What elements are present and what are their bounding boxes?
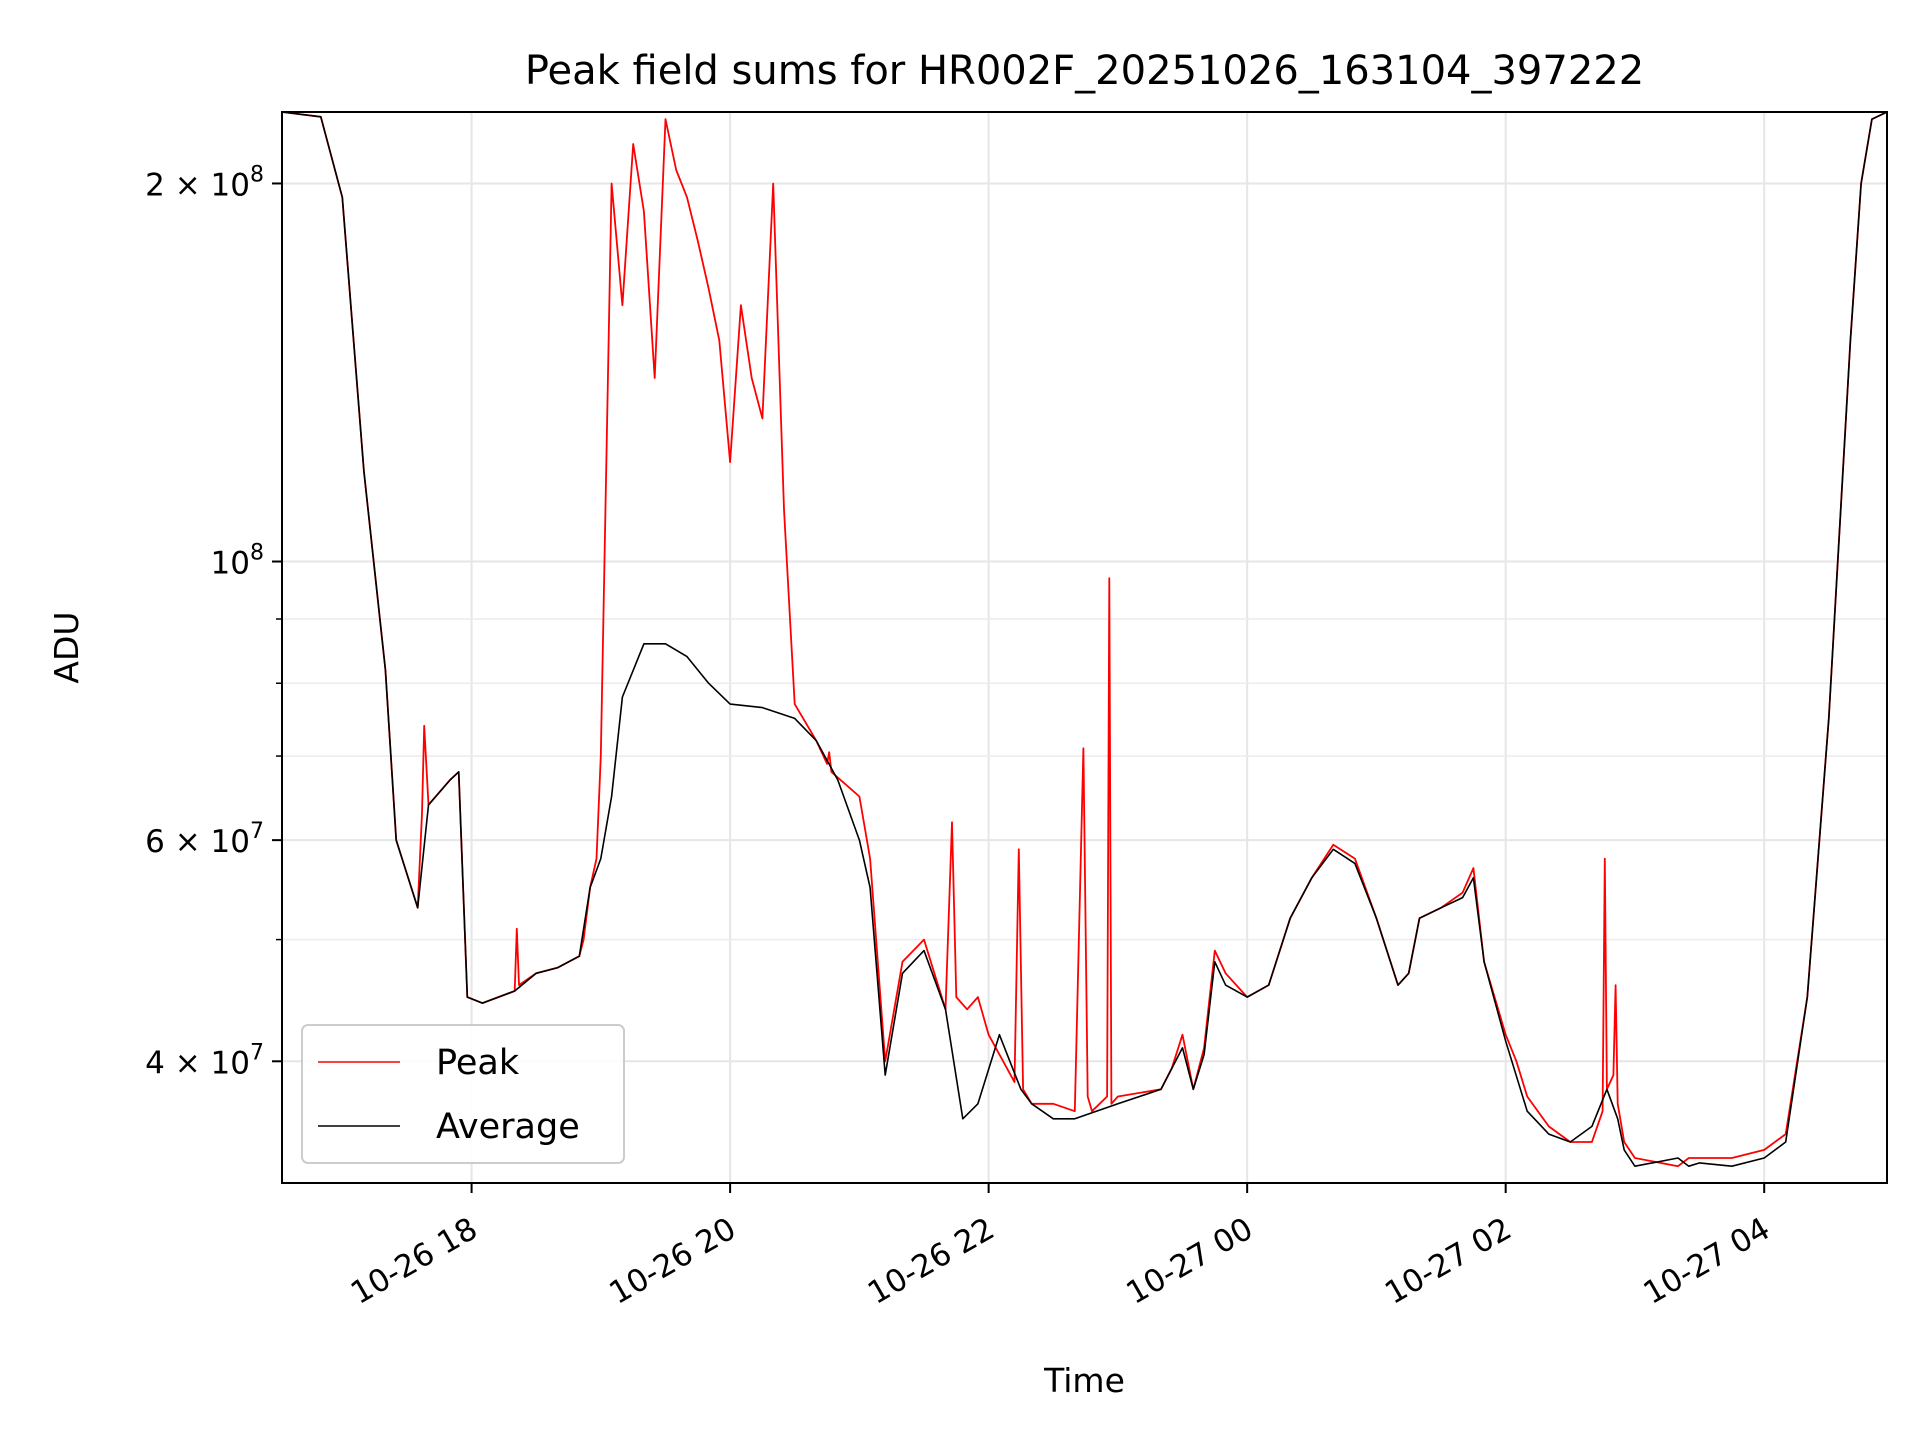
y-tick-label: 4 × 107 bbox=[145, 1040, 264, 1081]
legend-box bbox=[301, 1024, 625, 1164]
legend: Peak Average bbox=[301, 1024, 625, 1164]
series-layer bbox=[281, 111, 1888, 1168]
y-axis-label: ADU bbox=[47, 611, 86, 683]
x-axis-label: Time bbox=[1043, 1361, 1125, 1400]
chart-title: Peak field sums for HR002F_20251026_1631… bbox=[525, 48, 1644, 94]
legend-label-average: Average bbox=[436, 1107, 580, 1147]
plot-frame bbox=[281, 111, 1888, 1184]
series-line-average bbox=[281, 111, 1888, 1167]
grid bbox=[282, 112, 1887, 1183]
legend-label-peak: Peak bbox=[436, 1043, 520, 1083]
y-tick-label: 6 × 107 bbox=[145, 819, 264, 860]
y-tick-label: 2 × 108 bbox=[145, 162, 264, 203]
